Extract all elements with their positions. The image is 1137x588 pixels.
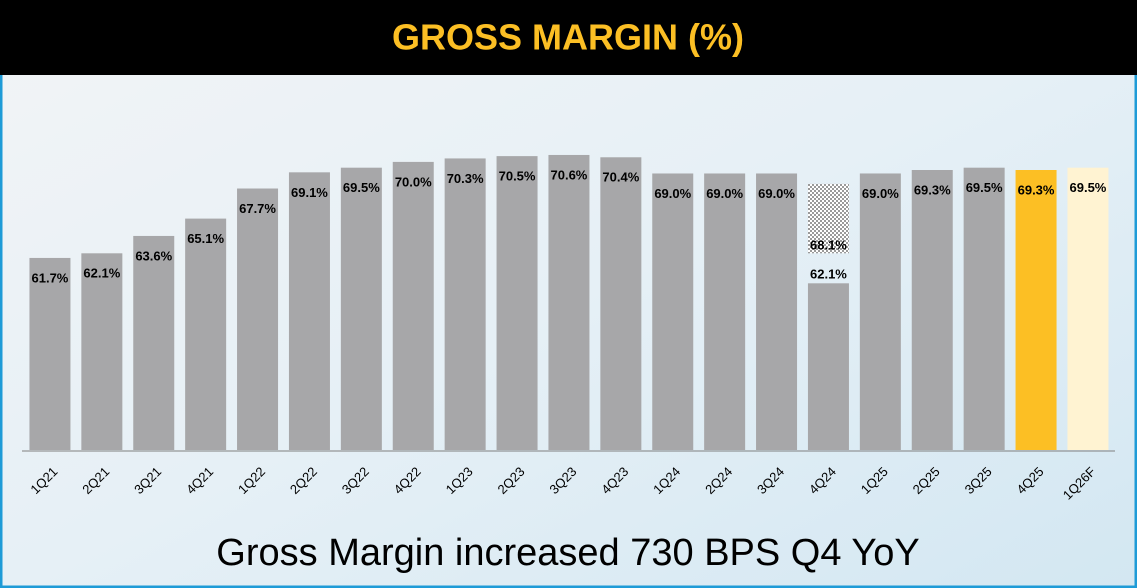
bar (807, 283, 849, 450)
bar (756, 173, 798, 451)
bar (1015, 170, 1057, 451)
bar (237, 188, 279, 450)
value-label: 70.4% (602, 170, 639, 185)
bar (81, 253, 123, 450)
bar (288, 172, 330, 450)
value-label: 70.6% (551, 167, 588, 182)
adjusted-bar (807, 183, 849, 254)
chart-title: GROSS MARGIN (%) (392, 17, 744, 58)
value-label: 65.1% (187, 231, 224, 246)
bar (548, 154, 590, 450)
bar (392, 161, 434, 451)
title-band (0, 0, 1137, 75)
bar (600, 157, 642, 451)
value-label: 69.0% (654, 186, 691, 201)
value-label: 70.0% (395, 174, 432, 189)
value-label: 69.3% (1018, 182, 1055, 197)
value-label: 62.1% (83, 266, 120, 281)
bar (444, 158, 486, 450)
bar (496, 156, 538, 450)
bar (704, 173, 746, 451)
value-label: 62.1% (810, 267, 847, 282)
value-label: 63.6% (135, 248, 172, 263)
value-label: 70.3% (447, 171, 484, 186)
bar (185, 218, 227, 450)
bar (963, 167, 1005, 450)
value-label: 69.1% (291, 185, 328, 200)
value-label: 69.0% (862, 186, 899, 201)
bar (340, 167, 382, 450)
subtitle: Gross Margin increased 730 BPS Q4 YoY (216, 532, 919, 574)
bar (29, 257, 71, 450)
value-label: 69.0% (706, 186, 743, 201)
bar (652, 173, 694, 451)
value-label: 67.7% (239, 201, 276, 216)
value-label: 70.5% (499, 169, 536, 184)
value-label: 69.5% (1070, 180, 1107, 195)
bar (133, 235, 175, 450)
value-label: 69.5% (966, 180, 1003, 195)
bar (911, 170, 953, 451)
value-label: 61.7% (32, 270, 69, 285)
value-label: 69.0% (758, 186, 795, 201)
value-label: 69.5% (343, 180, 380, 195)
bar (1067, 167, 1109, 450)
value-label: 68.1% (810, 237, 847, 252)
value-label: 69.3% (914, 182, 951, 197)
bar (859, 173, 901, 451)
